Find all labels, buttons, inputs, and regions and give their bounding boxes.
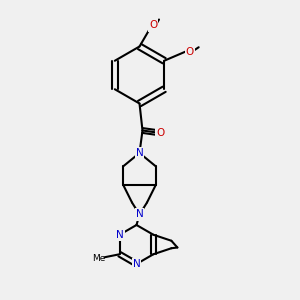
Text: N: N (136, 209, 143, 220)
Text: O: O (156, 128, 165, 139)
Text: N: N (116, 230, 124, 240)
Text: O: O (186, 47, 194, 57)
Text: N: N (136, 148, 143, 158)
Text: O: O (149, 20, 157, 31)
Text: N: N (133, 259, 140, 269)
Text: Me: Me (92, 254, 106, 263)
